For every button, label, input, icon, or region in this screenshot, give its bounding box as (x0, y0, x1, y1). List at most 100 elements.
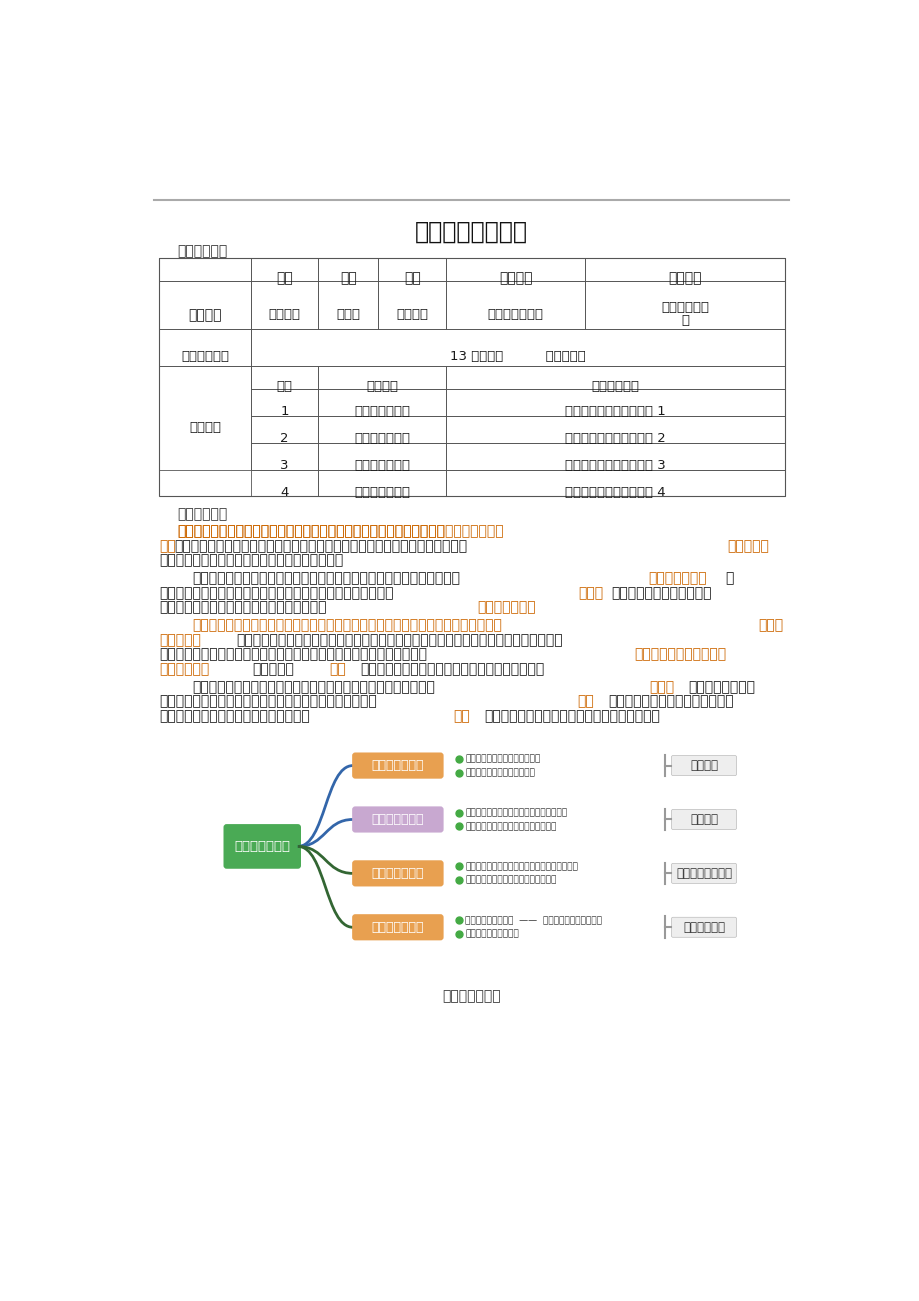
Text: 培养学生常见能力和与他人分享的能力: 培养学生常见能力和与他人分享的能力 (465, 822, 556, 831)
Text: 性、实践性和综合性，也为高中信息技术课程: 性、实践性和综合性，也为高中信息技术课程 (159, 600, 326, 614)
Text: 初: 初 (725, 571, 733, 585)
Text: 教材版本: 教材版本 (498, 272, 532, 286)
Bar (250, 442, 318, 470)
Text: 义务教育信息课程具有基础: 义务教育信息课程具有基础 (610, 585, 710, 600)
Bar (318, 281, 378, 329)
Text: 求和数据源。以学生班级生活为基础，以班级生活中常见的: 求和数据源。以学生班级生活为基础，以班级生活中常见的 (159, 695, 377, 708)
Text: 本单元教材在内容安排上，力求贴近学生生活实际，可以针对简单: 本单元教材在内容安排上，力求贴近学生生活实际，可以针对简单 (192, 679, 435, 693)
Text: 还是学: 还是学 (757, 618, 782, 632)
Text: 优秀: 优秀 (577, 695, 594, 708)
Bar (250, 281, 318, 329)
Text: 确定解决问题的需: 确定解决问题的需 (687, 679, 754, 693)
Text: 五年级下册第一单元内容 3: 五年级下册第一单元内容 3 (564, 459, 665, 472)
FancyBboxPatch shape (352, 860, 443, 886)
Text: 小学低年级注重生活体验，小学中高年级初步学习基本概念和基本原理，: 小学低年级注重生活体验，小学中高年级初步学习基本概念和基本原理， (192, 571, 460, 585)
FancyBboxPatch shape (352, 915, 443, 941)
Text: 二、单元分析: 二、单元分析 (176, 507, 227, 522)
Bar (159, 281, 250, 329)
Bar (318, 366, 446, 389)
Text: 图像: 图像 (453, 709, 470, 723)
Text: 13 自然单元          口重组单元: 13 自然单元 口重组单元 (449, 350, 585, 363)
Text: 握获取图像、整理图像、编辑图像和美化: 握获取图像、整理图像、编辑图像和美化 (159, 709, 310, 723)
Text: 对应教材内容: 对应教材内容 (591, 380, 639, 393)
FancyBboxPatch shape (671, 809, 736, 830)
Text: 五年级下册第一单元内容 1: 五年级下册第一单元内容 1 (564, 405, 665, 418)
Text: 数字化学习与创新: 数字化学习与创新 (675, 866, 732, 879)
Text: 进而: 进而 (329, 662, 346, 677)
Text: 基本信息: 基本信息 (188, 308, 221, 321)
Text: 班级评选做海报: 班级评选做海报 (354, 487, 410, 500)
Text: 单元名称: 单元名称 (668, 272, 701, 286)
Bar (250, 470, 318, 497)
FancyBboxPatch shape (352, 752, 443, 779)
Text: 4: 4 (280, 487, 289, 500)
Text: 班级靓点多拍摄: 班级靓点多拍摄 (371, 758, 424, 771)
FancyBboxPatch shape (671, 864, 736, 883)
Text: 五年级下册第一单元内容 2: 五年级下册第一单元内容 2 (564, 432, 665, 445)
Text: 信息技术与课程整合拓展中，应该注意引导学生认识到信息技术不仅是学习的对象，: 信息技术与课程整合拓展中，应该注意引导学生认识到信息技术不仅是学习的对象， (192, 618, 502, 632)
Text: 的学习奠定基研: 的学习奠定基研 (476, 600, 535, 614)
Text: 1: 1 (279, 405, 289, 418)
Text: 年级: 年级 (339, 272, 357, 286)
Text: 程学习方面的: 程学习方面的 (159, 662, 210, 677)
Text: 强化学分分类和建立文件编辑: 强化学分分类和建立文件编辑 (465, 768, 535, 777)
Bar (318, 415, 446, 442)
Bar (250, 389, 318, 415)
Text: 课时名称: 课时名称 (366, 380, 398, 393)
FancyBboxPatch shape (671, 756, 736, 775)
Text: 课外留影巧美化: 课外留影巧美化 (354, 459, 410, 472)
Text: 是学习生活正能的养成: 是学习生活正能的养成 (465, 930, 518, 939)
Text: 课时信息: 课时信息 (188, 420, 221, 433)
Text: 学科: 学科 (276, 272, 292, 286)
Text: 并体验其应用；: 并体验其应用； (648, 571, 706, 585)
Text: 五年级: 五年级 (336, 308, 360, 321)
Bar (584, 258, 785, 281)
Bar (446, 415, 785, 442)
Text: 培养学生分步功劳，金使用现代美化图片的能力: 培养学生分步功劳，金使用现代美化图片的能力 (465, 863, 577, 870)
Text: 信息技术单元设计: 信息技术单元设计 (414, 220, 528, 243)
Text: 班级评选活动为案例，引导学生掌: 班级评选活动为案例，引导学生掌 (608, 695, 733, 708)
Bar (159, 366, 250, 470)
Bar (250, 415, 318, 442)
Bar (378, 281, 446, 329)
Bar (446, 258, 584, 281)
Text: 五年级下册第一单元内容 4: 五年级下册第一单元内容 4 (564, 487, 665, 500)
Text: 巨大作用，: 巨大作用， (252, 662, 294, 677)
Text: 问题，: 问题， (649, 679, 675, 693)
Text: 方法。: 方法。 (578, 585, 603, 600)
Bar (318, 258, 378, 281)
Text: 的基本方法，最后完成宣传海报的设计与制作。: 的基本方法，最后完成宣传海报的设计与制作。 (484, 709, 660, 723)
Text: 中阶段深化原理认识，探索利用信息科技手段解决问题的过程和: 中阶段深化原理认识，探索利用信息科技手段解决问题的过程和 (159, 585, 393, 600)
Text: 信息技术: 信息技术 (268, 308, 300, 321)
Bar (318, 389, 446, 415)
Text: 认识到信息技术在帮助课: 认识到信息技术在帮助课 (633, 648, 726, 661)
FancyBboxPatch shape (671, 917, 736, 937)
Bar (250, 366, 318, 389)
Text: （一）课标要求信息科技是现代科学技术领域的重要部分。信息科技课程: （一）课标要求信息科技是现代科学技术领域的重要部分。信息科技课程 (176, 524, 445, 539)
Text: 秀: 秀 (681, 314, 688, 327)
Bar (318, 442, 446, 470)
Text: 长二）教材分析: 长二）教材分析 (442, 989, 500, 1003)
Text: 学期: 学期 (403, 272, 420, 286)
Text: 第二学期: 第二学期 (396, 308, 427, 321)
Text: 互相扶持，: 互相扶持， (726, 539, 768, 553)
Text: 序号: 序号 (276, 380, 292, 393)
Text: 培养学生常见能力和运动字能力: 培养学生常见能力和运动字能力 (465, 755, 540, 764)
Text: 根据学习与生活需要，有意识地选用信息技术工具处理信息。崇尚科学精神、原创精神、: 根据学习与生活需要，有意识地选用信息技术工具处理信息。崇尚科学精神、原创精神、 (236, 632, 562, 647)
Bar (159, 258, 250, 281)
Bar (446, 389, 785, 415)
Text: 优秀班级照片秀: 优秀班级照片秀 (234, 840, 289, 853)
Text: 班级靓点多拍摄: 班级靓点多拍摄 (354, 405, 410, 418)
Text: 分析图像图片对于在彩色图制建运用的能力: 分析图像图片对于在彩色图制建运用的能力 (465, 808, 567, 817)
Text: 培养学生的基本素养  ——  是一个生图的一本好的书: 培养学生的基本素养 —— 是一个生图的一本好的书 (465, 916, 602, 925)
Text: 班级评选做海报: 班级评选做海报 (371, 921, 424, 934)
Text: 优秀班级照片: 优秀班级照片 (661, 301, 709, 314)
Bar (446, 281, 584, 329)
Bar (378, 258, 446, 281)
Text: 课堂照片需编辑: 课堂照片需编辑 (354, 432, 410, 445)
Bar (250, 258, 318, 281)
Text: 计算思维: 计算思维 (689, 813, 717, 826)
Text: 一、单元设计: 一、单元设计 (176, 245, 227, 259)
Text: 习的工具。: 习的工具。 (159, 632, 201, 647)
Text: 互相渗透，共同促进学生数字素养与技能的提升。: 互相渗透，共同促进学生数字素养与技能的提升。 (159, 553, 343, 567)
